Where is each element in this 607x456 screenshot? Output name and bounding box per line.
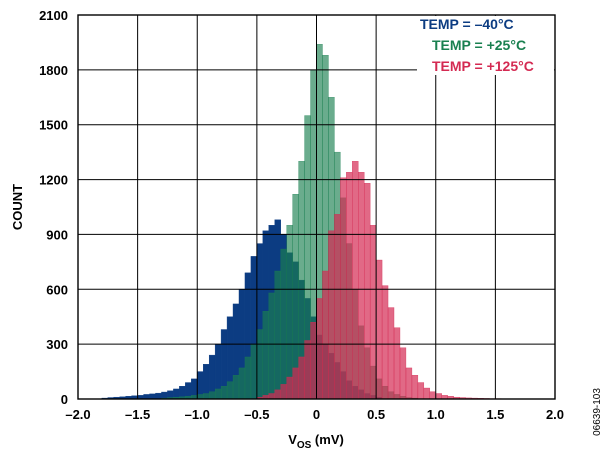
- series-2-bar: [393, 327, 401, 400]
- series-1-bar: [208, 391, 216, 400]
- series-2-bar: [381, 285, 389, 400]
- bars-layer: [101, 44, 514, 400]
- series-2-bar: [322, 270, 329, 400]
- series-2-bar: [340, 177, 347, 400]
- figure-id: 06639-103: [592, 388, 603, 436]
- series-1-bar: [286, 225, 293, 400]
- x-tick-label: 0.5: [367, 407, 385, 422]
- x-axis-title: VOS (mV): [288, 432, 344, 451]
- series-1-bar: [256, 329, 264, 400]
- series-1-bar: [268, 292, 275, 400]
- series-2-bar: [286, 376, 293, 400]
- series-1-bar: [232, 375, 240, 400]
- y-tick-label: 900: [46, 227, 68, 242]
- y-axis-title: COUNT: [10, 184, 25, 230]
- x-tick-label: –2.0: [65, 407, 90, 422]
- series-2-bar: [292, 367, 299, 400]
- legend-background: [417, 16, 554, 75]
- series-1-bar: [274, 270, 281, 400]
- legend-entry-minus40: TEMP = –40°C: [420, 16, 514, 32]
- grid-layer: [77, 14, 556, 400]
- legend-entry-plus125: TEMP = +125°C: [432, 58, 534, 74]
- series-2-bar: [352, 161, 359, 400]
- x-axis-title-subscript: OS: [297, 440, 312, 451]
- series-1-bar: [226, 381, 234, 400]
- series-2-bar: [310, 322, 317, 400]
- y-tick-label: 1800: [39, 63, 68, 78]
- y-tick-label: 300: [46, 337, 68, 352]
- y-tick-label: 0: [61, 392, 68, 407]
- y-tick-label: 1200: [39, 173, 68, 188]
- x-tick-label: –1.0: [185, 407, 210, 422]
- x-axis-title-main: V: [288, 432, 297, 447]
- legend-entry-plus25: TEMP = +25°C: [432, 37, 526, 53]
- series-2-bar: [316, 298, 323, 400]
- plot-frame: [77, 14, 556, 400]
- x-tick-label: 1.5: [486, 407, 504, 422]
- series-2-bar: [280, 384, 287, 400]
- x-tick-label: 0: [313, 407, 320, 422]
- series-1-bar: [262, 311, 269, 400]
- series-2-bar: [358, 172, 365, 400]
- x-tick-label: 1.0: [427, 407, 445, 422]
- series-2-bar: [364, 183, 371, 400]
- series-2-bar: [435, 393, 442, 400]
- series-2-bar: [387, 307, 395, 400]
- x-axis-title-unit: (mV): [311, 432, 344, 447]
- series-2-bar: [417, 382, 425, 400]
- x-tick-label: –1.5: [125, 407, 150, 422]
- series-1-bar: [244, 356, 252, 400]
- series-2-bar: [346, 172, 353, 400]
- x-tick-labels: –2.0 –1.5 –1.0 –0.5 0 0.5 1.0 1.5 2.0: [65, 407, 564, 422]
- series-2-bar: [369, 225, 377, 400]
- series-2-bar: [423, 387, 430, 400]
- y-tick-labels: 0 300 600 900 1200 1500 1800 2100: [39, 8, 68, 407]
- series-2-bar: [328, 230, 335, 400]
- legend: TEMP = –40°C TEMP = +25°C TEMP = +125°C: [417, 16, 554, 75]
- series-1-bar: [203, 393, 210, 400]
- series-2-bar: [268, 393, 275, 400]
- series-2-bar: [304, 340, 311, 400]
- series-2-bar: [375, 259, 383, 400]
- series-2-bar: [405, 367, 413, 400]
- series-2-bars: [256, 161, 514, 400]
- series-2-bar: [334, 214, 341, 400]
- series-1-bar: [220, 386, 228, 400]
- series-0-bar: [155, 392, 162, 400]
- series-0-bar: [149, 393, 156, 400]
- x-tick-label: –0.5: [244, 407, 269, 422]
- series-2-bar: [274, 389, 281, 400]
- x-tick-label: 2.0: [546, 407, 564, 422]
- series-1-bar: [214, 388, 222, 400]
- series-1-bar: [250, 343, 258, 400]
- series-2-bar: [298, 356, 305, 400]
- y-tick-label: 600: [46, 282, 68, 297]
- series-2-bar: [399, 347, 407, 400]
- y-tick-label: 2100: [39, 8, 68, 23]
- series-1-bar: [238, 367, 246, 400]
- series-2-bar: [429, 391, 436, 400]
- series-1-bar: [280, 248, 287, 400]
- series-2-bar: [411, 375, 419, 400]
- y-tick-label: 1500: [39, 118, 68, 133]
